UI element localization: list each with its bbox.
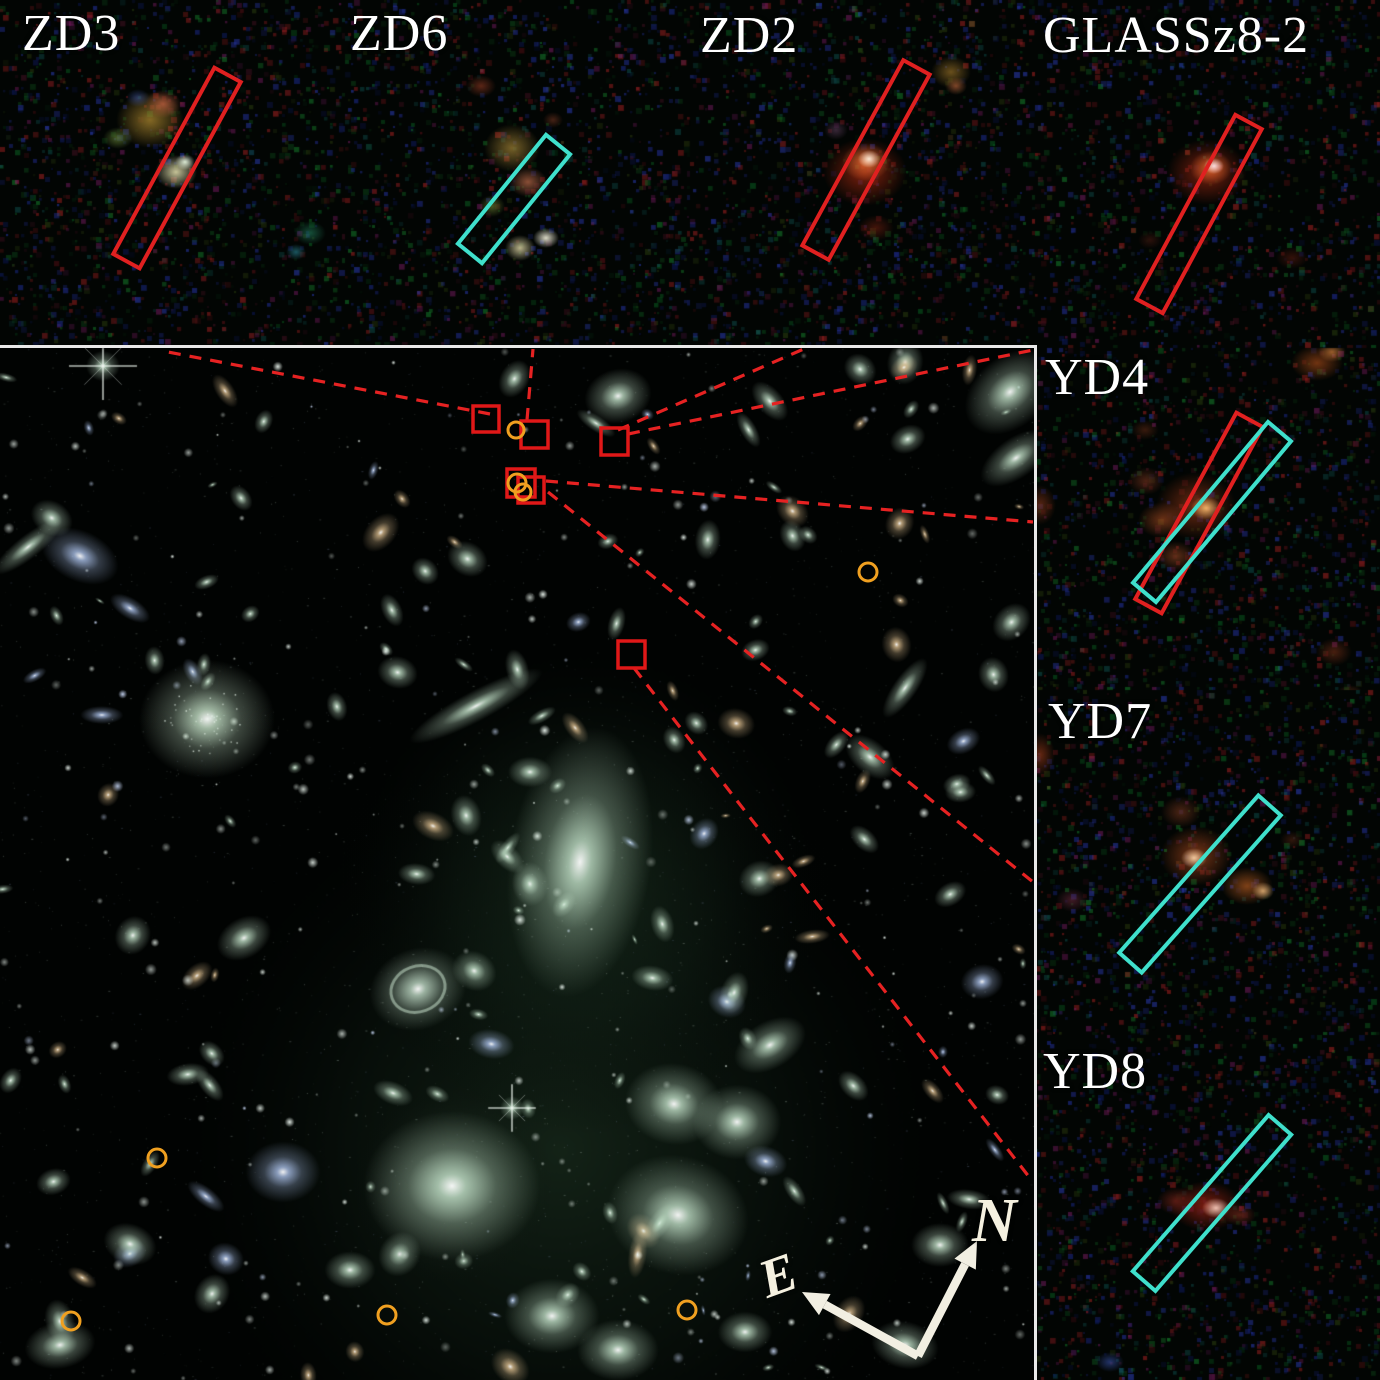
cutout-label-zd2: ZD2 (700, 7, 799, 64)
connector-dashed-line (525, 348, 535, 421)
compass-east-label: E (750, 1240, 807, 1310)
target-square-marker (616, 639, 647, 670)
compass-east-arrow-head (802, 1292, 831, 1316)
cutout-label-zd6: ZD6 (350, 5, 449, 62)
connector-dashed-line (167, 350, 491, 416)
msa-slit-red (110, 64, 244, 272)
msa-slit-cyan (455, 132, 573, 266)
candidate-circle-marker (146, 1147, 168, 1169)
msa-slit-cyan (1129, 1112, 1295, 1294)
cutout-label-yd7: YD7 (1048, 693, 1153, 750)
cutout-label-yd8: YD8 (1043, 1043, 1148, 1100)
candidate-circle-marker (376, 1304, 398, 1326)
msa-slit-red (1132, 409, 1266, 617)
candidate-circle-marker (60, 1310, 82, 1332)
candidate-circle-marker (857, 561, 879, 583)
target-square-marker (519, 419, 550, 450)
candidate-circle-marker (676, 1299, 698, 1321)
compass-north-label: N (972, 1187, 1018, 1255)
msa-slit-cyan (1130, 419, 1294, 605)
target-square-marker (471, 404, 501, 434)
msa-slit-cyan (1116, 792, 1284, 976)
connector-dashed-line (632, 667, 1035, 1183)
msa-slit-red (1133, 112, 1265, 316)
connector-dashed-line (546, 490, 1035, 884)
target-square-marker (505, 467, 537, 499)
target-square-marker (599, 426, 630, 457)
connector-dashed-line (545, 479, 1034, 524)
cutout-label-glassz8-2: GLASSz8-2 (1043, 7, 1310, 64)
panel-divider-vertical (1034, 345, 1037, 1380)
target-square-marker (516, 475, 546, 505)
panel-divider-horizontal (0, 345, 1036, 348)
candidate-circle-marker (506, 420, 526, 440)
candidate-circle-marker (506, 472, 528, 494)
connector-dashed-line (617, 346, 807, 432)
candidate-circle-marker (513, 482, 533, 502)
connector-dashed-line (627, 348, 1034, 436)
msa-slit-red (799, 57, 933, 263)
compass-north-arrow (914, 1262, 969, 1358)
compass-east-arrow (822, 1300, 921, 1360)
cutout-label-zd3: ZD3 (22, 5, 121, 62)
cutout-label-yd4: YD4 (1045, 349, 1150, 406)
